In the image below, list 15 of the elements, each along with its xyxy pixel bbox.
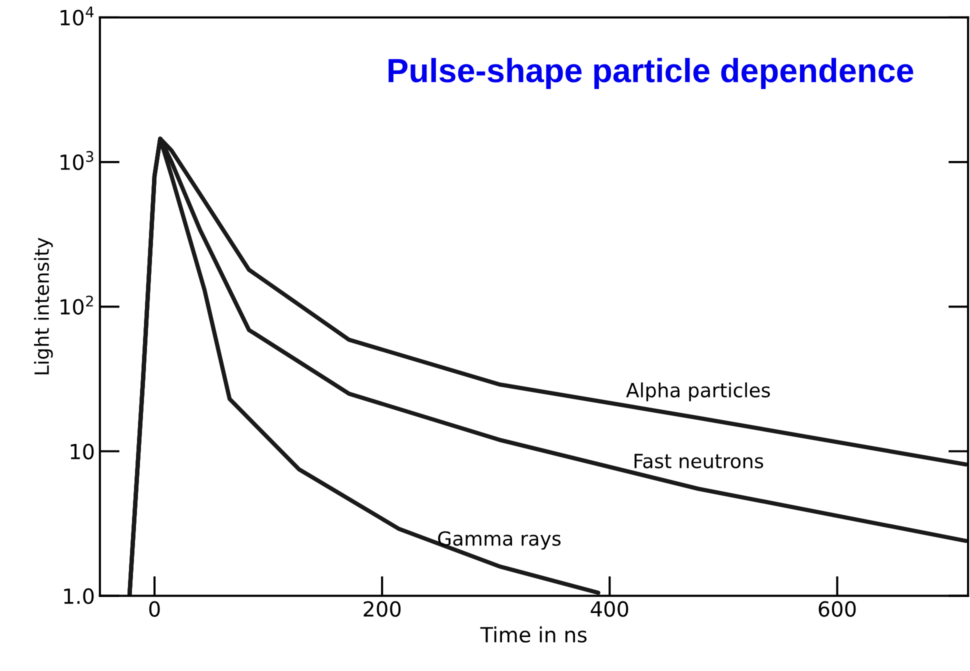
series-label: Gamma rays [438, 531, 561, 550]
x-tick-label: 200 [364, 601, 401, 617]
x-tick-label: 400 [590, 601, 628, 617]
y-tick-label: 10 [70, 444, 94, 460]
series-label: Alpha particles [626, 382, 770, 402]
y-tick-label: 10$^{2}$ [60, 296, 93, 315]
x-tick-label: 0 [149, 601, 160, 617]
y-axis-title: Light intensity [34, 238, 53, 374]
y-tick-label: 10$^{3}$ [60, 151, 94, 170]
x-tick-label: 600 [818, 601, 856, 617]
y-tick-label: 10$^{4}$ [60, 6, 94, 26]
x-axis-title: Time in ns [480, 626, 587, 643]
y-tick-label: 1.0 [64, 588, 94, 604]
text: Pulse-shape particle dependence [388, 58, 914, 90]
series-label: Fast neutrons [634, 454, 764, 468]
